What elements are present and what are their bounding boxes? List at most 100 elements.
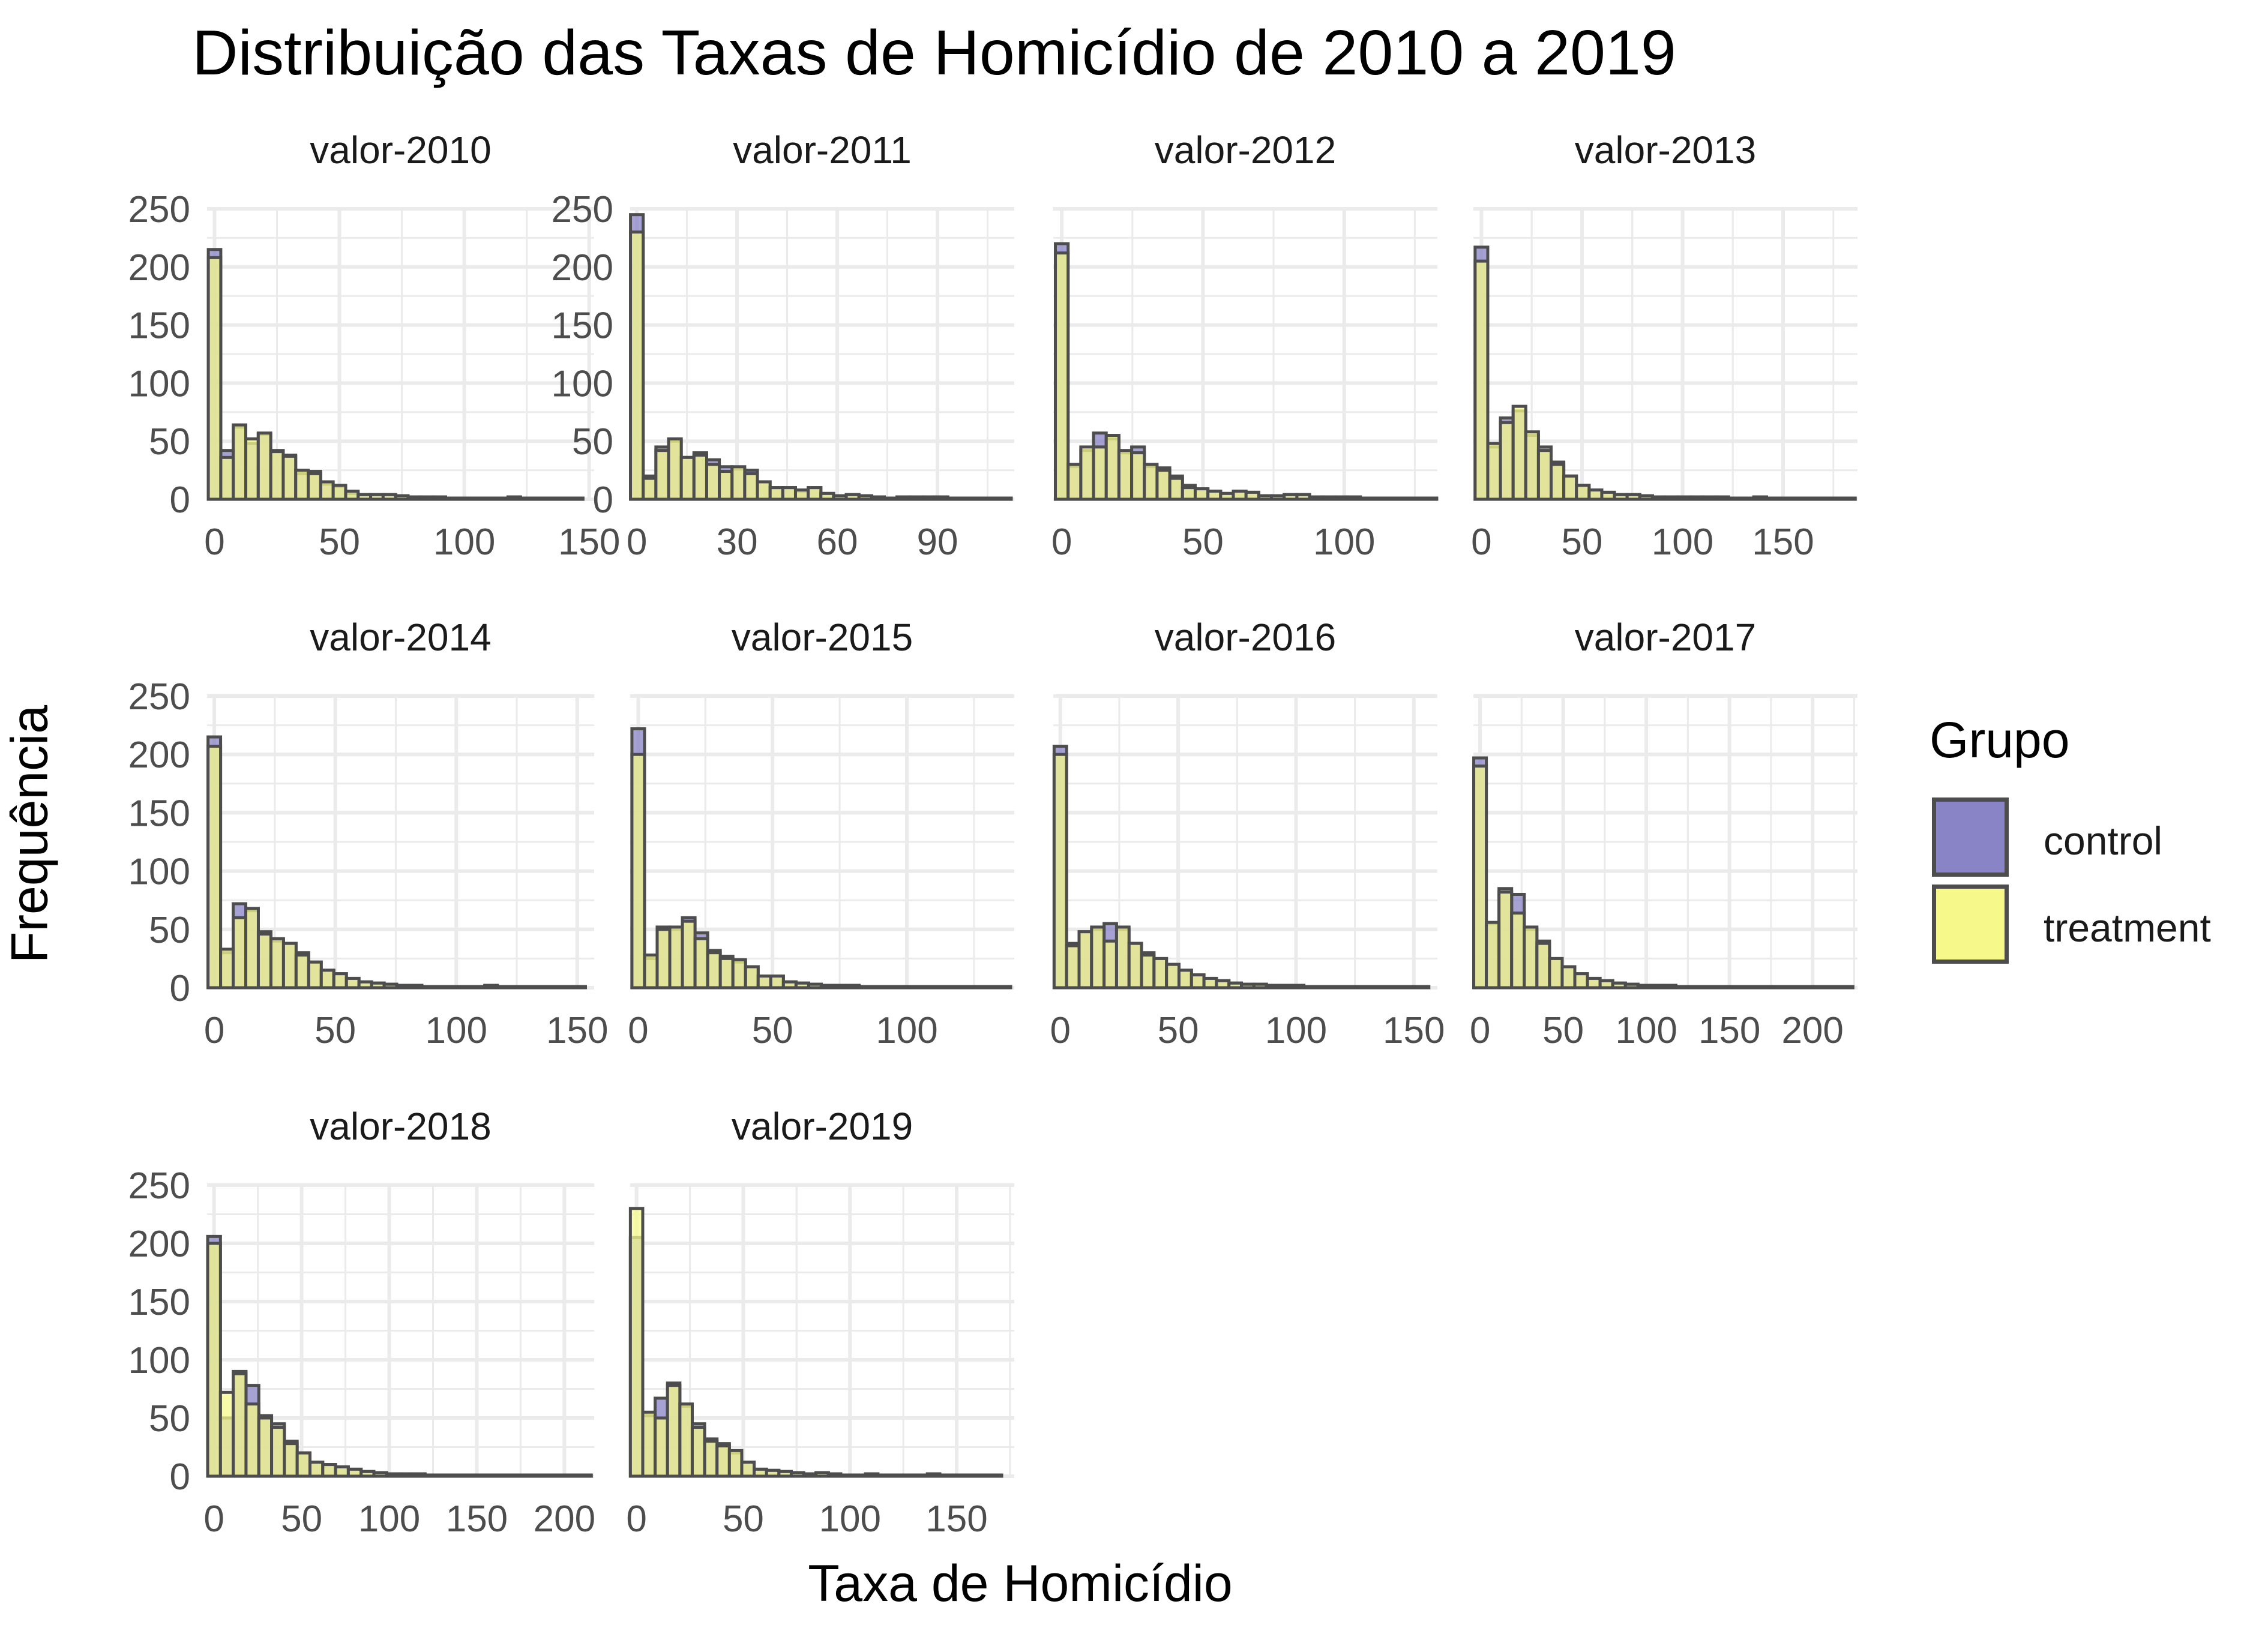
chart-title: Distribuição das Taxas de Homicídio de 2… (192, 17, 1676, 88)
facet-7-x-tick-label: 50 (1158, 1010, 1199, 1051)
facet-2-y-tick-label: 100 (552, 363, 613, 404)
facet-9-bar-treatment (244, 1402, 260, 1478)
x-axis-label: Taxa de Homicídio (808, 1555, 1233, 1612)
facet-6-bar-treatment (706, 951, 722, 990)
facet-4-bar-treatment (1714, 495, 1730, 501)
facet-5-bar-treatment (420, 985, 436, 990)
facet-4-bar-treatment (1562, 474, 1578, 501)
facet-1-bar-treatment (519, 496, 535, 501)
facet-1-bar-treatment (506, 495, 522, 501)
facet-3-bar-treatment (1130, 451, 1146, 501)
facet-7-bar-treatment (1365, 985, 1380, 990)
facet-3-bar-treatment (1193, 487, 1210, 501)
facet-1-bar-treatment (219, 455, 235, 501)
facet-10-bar-treatment (814, 1471, 830, 1478)
facet-7-bar-treatment (1190, 973, 1206, 990)
facet-2-x-tick-label: 0 (627, 521, 647, 563)
facet-7-bar-treatment (1252, 982, 1268, 990)
facet-9-bar-treatment (218, 1390, 235, 1478)
facet-6-bar-treatment (744, 965, 760, 990)
facet-7-bar-treatment (1352, 985, 1368, 990)
facet-4-bar-treatment (1727, 496, 1743, 501)
facet-7-bar-treatment (1377, 985, 1393, 990)
facet-5-bar-treatment (294, 954, 310, 990)
facet-10-strip-label: valor-2019 (732, 1105, 913, 1148)
facet-6-bar-treatment (883, 985, 899, 990)
facet-5-y-tick-label: 100 (128, 852, 190, 893)
facet-9-x-tick-label: 150 (446, 1498, 508, 1540)
facet-10-bar-treatment (938, 1473, 954, 1478)
facet-2-bar-treatment (730, 465, 747, 501)
facet-10-bar-treatment (951, 1473, 966, 1478)
facet-5-x-tick-label: 50 (314, 1010, 356, 1051)
facet-8-bar-treatment (1649, 984, 1665, 990)
facet-9-bar-treatment (436, 1473, 453, 1478)
facet-5-y-tick-label: 250 (128, 676, 190, 718)
facet-2-bar-treatment (756, 480, 772, 501)
facet-1-y-tick-label: 0 (170, 479, 190, 521)
facet-4-x-tick-label: 150 (1752, 521, 1814, 563)
facet-4-x-tick-label: 0 (1471, 521, 1491, 563)
facet-8-bar-treatment (1737, 985, 1754, 990)
facet-6-bar-treatment (693, 937, 709, 990)
facet-9-y-tick-label: 0 (170, 1456, 190, 1498)
facet-8-strip-label: valor-2017 (1575, 616, 1756, 659)
facet-10-bar-treatment (839, 1473, 855, 1478)
facet-1-bar-treatment (281, 454, 298, 501)
facet-2-bar-treatment (768, 486, 784, 501)
facet-8-bar-treatment (1750, 985, 1766, 990)
facet-3-bar-treatment (1054, 251, 1070, 501)
facet-2-bar-treatment (921, 495, 937, 501)
facet-6-bar-treatment (921, 985, 937, 990)
facet-8-bar-treatment (1775, 985, 1791, 990)
facet-6-bar-treatment (794, 981, 810, 990)
facet-8-bar-treatment (1497, 891, 1514, 990)
facet-2-bar-treatment (642, 476, 658, 501)
facet-1-bar-treatment (531, 496, 547, 501)
facet-3-x-tick-label: 0 (1051, 521, 1072, 563)
facet-5-bar-treatment (244, 907, 260, 990)
facet-1-x-tick-label: 0 (204, 521, 224, 563)
facet-7-x-tick-label: 150 (1383, 1010, 1445, 1051)
facet-7-bar-treatment (1290, 984, 1306, 990)
facet-5-x-tick-label: 0 (204, 1010, 224, 1051)
facet-3-bar-treatment (1283, 493, 1299, 501)
facet-10-x-tick-label: 0 (626, 1498, 646, 1540)
facet-4-bar-treatment (1650, 495, 1667, 501)
facet-7-bar-treatment (1415, 985, 1431, 990)
legend-label-treatment: treatment (2044, 906, 2211, 950)
facet-7-bar-treatment (1314, 985, 1331, 990)
facet-4-bar-treatment (1536, 449, 1553, 501)
facet-2-bar-treatment (679, 455, 696, 501)
facet-9-bar-treatment (385, 1472, 402, 1478)
facet-1-bar-treatment (444, 496, 460, 501)
facet-5-strip-label: valor-2014 (310, 616, 491, 659)
facet-1-bar-treatment (381, 493, 397, 501)
facet-9-bar-treatment (526, 1473, 542, 1478)
facet-4-bar-treatment (1524, 430, 1540, 501)
facet-4-bar-treatment (1625, 493, 1641, 501)
facet-1-y-tick-label: 50 (149, 421, 190, 463)
facet-3-bar-treatment (1244, 490, 1260, 501)
facet-9-bar-treatment (308, 1461, 325, 1478)
facet-8-bar-treatment (1700, 985, 1716, 990)
facet-5-bar-treatment (395, 984, 411, 990)
facet-7-x-tick-label: 100 (1265, 1010, 1327, 1051)
facet-6-bar-treatment (807, 982, 823, 990)
facet-10-bar-treatment (913, 1473, 929, 1478)
facet-5-y-tick-label: 0 (170, 968, 190, 1009)
facet-10-bar-treatment (715, 1444, 731, 1478)
facet-6-bar-treatment (832, 984, 849, 990)
facet-1-bar-treatment (356, 493, 373, 501)
facet-1-bar-treatment (544, 496, 560, 501)
facet-3-bar-treatment (1333, 495, 1350, 501)
facet-7-bar-treatment (1389, 985, 1406, 990)
facet-8-x-tick-label: 150 (1698, 1010, 1760, 1051)
facet-6-x-tick-label: 100 (876, 1010, 937, 1051)
facet-10-bar-treatment (727, 1449, 744, 1478)
facet-3-bar-treatment (1346, 495, 1362, 501)
facet-9-bar-treatment (398, 1472, 414, 1478)
facet-5-bar-treatment (445, 985, 462, 990)
facet-5-bar-treatment (546, 985, 562, 990)
facet-5-y-tick-label: 150 (128, 793, 190, 834)
